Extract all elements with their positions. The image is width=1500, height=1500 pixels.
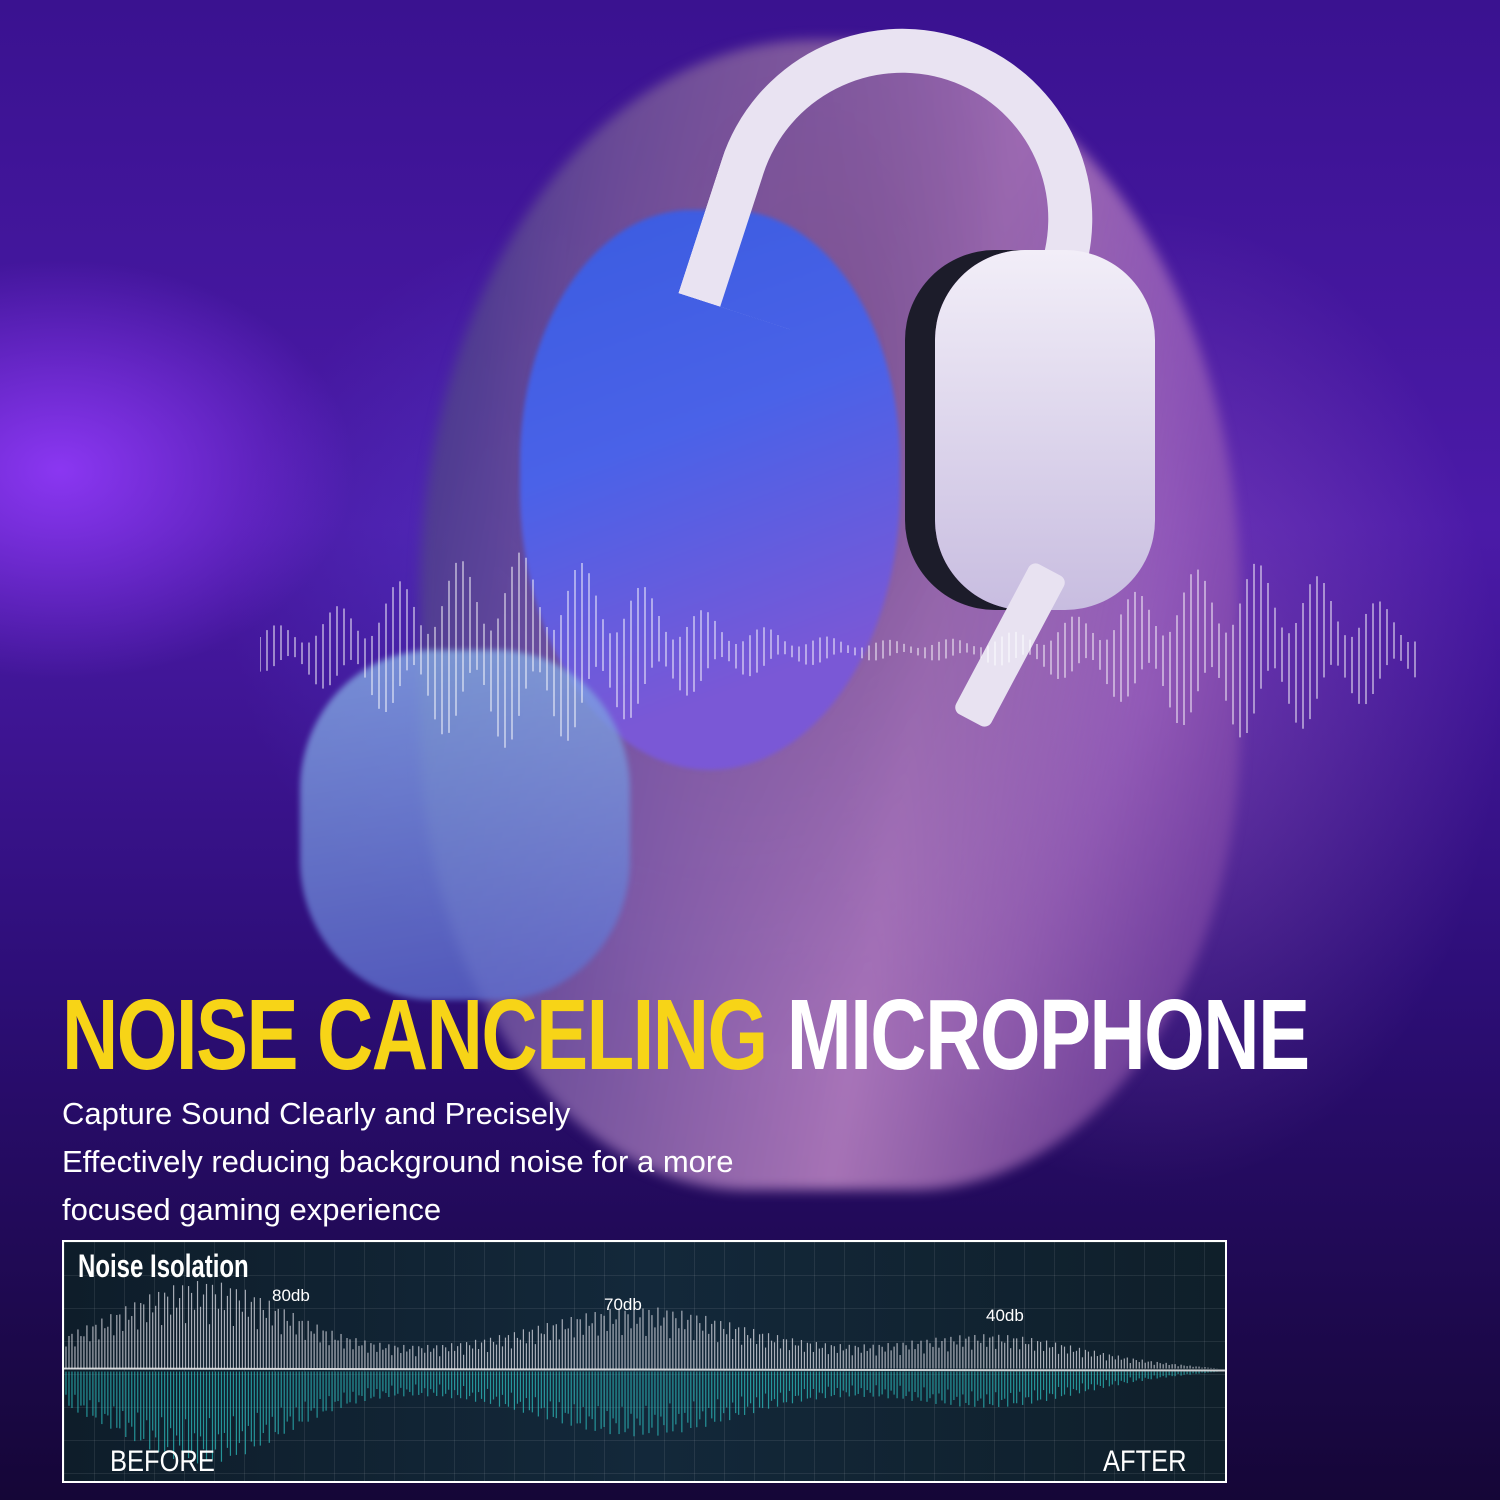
- label-70db: 70db: [604, 1295, 642, 1314]
- label-80db: 80db: [272, 1286, 310, 1305]
- headline-accent: NOISE CANCELING: [62, 979, 768, 1091]
- headline-main: MICROPHONE: [786, 979, 1310, 1091]
- after-label: AFTER: [1102, 1445, 1187, 1478]
- label-40db: 40db: [986, 1306, 1024, 1325]
- panel-title: Noise Isolation: [78, 1248, 249, 1284]
- wave-center-line: [64, 1367, 1225, 1372]
- before-label: BEFORE: [110, 1445, 215, 1478]
- subtitle-line-2: Effectively reducing background noise fo…: [62, 1144, 734, 1179]
- model-face: [520, 210, 900, 770]
- waveform: [64, 1281, 1225, 1464]
- noise-isolation-panel: Noise Isolation 80db 70db 40db BEFORE AF…: [62, 1240, 1227, 1483]
- headset-earcup: [935, 250, 1155, 610]
- headline: NOISE CANCELING MICROPHONE: [62, 985, 1310, 1085]
- sound-wave-graphic: [260, 552, 1416, 748]
- subtitle-line-1: Capture Sound Clearly and Precisely: [62, 1096, 571, 1131]
- subtitle-line-3: focused gaming experience: [62, 1192, 442, 1227]
